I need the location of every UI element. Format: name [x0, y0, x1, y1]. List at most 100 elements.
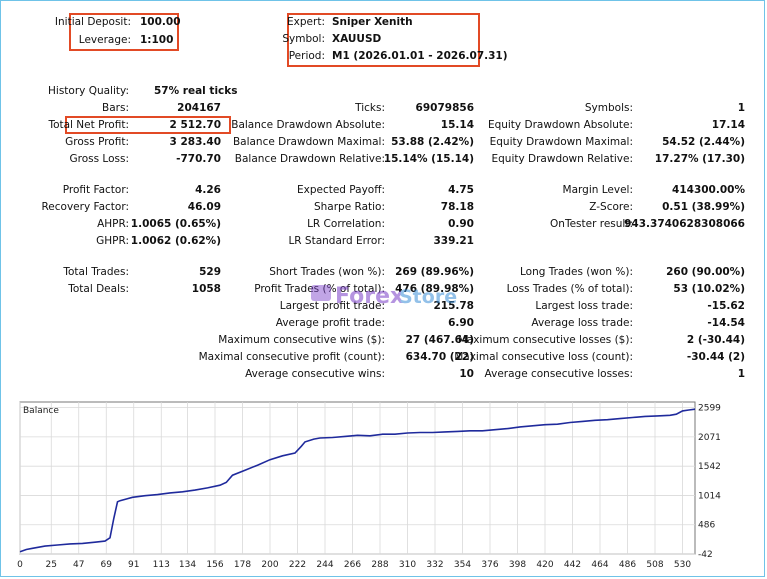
- gross-profit-value: 3 283.40: [169, 136, 221, 148]
- equity-dd-relative-label: Equity Drawdown Relative:: [491, 153, 633, 165]
- gross-loss-label: Gross Loss:: [69, 153, 130, 165]
- equity-dd-relative-value: 17.27% (17.30): [654, 153, 745, 165]
- period-label: Period:: [288, 50, 325, 62]
- x-tick-label: 91: [128, 560, 139, 570]
- x-tick-label: 178: [234, 560, 251, 570]
- average-profit-trade-label: Average profit trade:: [275, 317, 385, 329]
- x-tick-label: 134: [179, 560, 196, 570]
- max-consecutive-profit-value: 634.70 (22): [405, 351, 474, 363]
- x-tick-label: 222: [289, 560, 306, 570]
- x-tick-label: 486: [619, 560, 636, 570]
- avg-consecutive-wins-label: Average consecutive wins:: [245, 368, 385, 380]
- x-tick-label: 464: [591, 560, 608, 570]
- lr-std-error-value: 339.21: [433, 235, 474, 247]
- x-tick-label: 0: [17, 560, 23, 570]
- z-score-label: Z-Score:: [589, 201, 633, 213]
- avg-consecutive-wins-value: 10: [459, 368, 474, 380]
- x-tick-label: 442: [564, 560, 581, 570]
- equity-dd-maximal-label: Equity Drawdown Maximal:: [489, 136, 633, 148]
- balance-dd-maximal-label: Balance Drawdown Maximal:: [232, 136, 385, 148]
- equity-dd-absolute-value: 17.14: [711, 119, 745, 131]
- z-score-value: 0.51 (38.99%): [662, 201, 745, 213]
- equity-dd-absolute-label: Equity Drawdown Absolute:: [487, 119, 633, 131]
- total-deals-label: Total Deals:: [68, 283, 129, 295]
- initial-deposit-value: 100.00: [140, 16, 181, 28]
- gross-profit-label: Gross Profit:: [65, 136, 129, 148]
- profit-trades-value: 476 (89.98%): [395, 283, 474, 295]
- ghpr-value: 1.0062 (0.62%): [130, 235, 221, 247]
- deposit-highlight-box: [69, 13, 179, 51]
- x-tick-label: 310: [399, 560, 416, 570]
- chart-title: Balance: [23, 406, 59, 416]
- average-profit-trade-value: 6.90: [448, 317, 474, 329]
- largest-profit-trade-value: 215.78: [433, 300, 474, 312]
- x-tick-label: 156: [206, 560, 223, 570]
- expected-payoff-value: 4.75: [448, 184, 474, 196]
- gross-loss-value: -770.70: [176, 153, 221, 165]
- balance-dd-relative-label: Balance Drawdown Relative:: [234, 153, 385, 165]
- expert-label: Expert:: [287, 16, 325, 28]
- balance-dd-relative-value: 15.14% (15.14): [383, 153, 474, 165]
- x-tick-label: 25: [46, 560, 57, 570]
- largest-profit-trade-label: Largest profit trade:: [279, 300, 385, 312]
- bars-label: Bars:: [102, 102, 129, 114]
- x-tick-label: 47: [73, 560, 84, 570]
- x-tick-label: 244: [316, 560, 333, 570]
- sharpe-ratio-label: Sharpe Ratio:: [313, 201, 385, 213]
- ontester-result-label: OnTester result:: [550, 218, 633, 230]
- y-tick-label: 2599: [698, 404, 721, 414]
- long-trades-value: 260 (90.00%): [666, 266, 745, 278]
- y-tick-label: 1542: [698, 462, 721, 472]
- max-consecutive-wins-value: 27 (467.64): [405, 334, 474, 346]
- x-tick-label: 69: [101, 560, 113, 570]
- balance-line: [19, 408, 696, 553]
- x-tick-label: 420: [536, 560, 553, 570]
- balance-dd-maximal-value: 53.88 (2.42%): [391, 136, 474, 148]
- loss-trades-label: Loss Trades (% of total):: [506, 283, 633, 295]
- max-consecutive-losses-value: 2 (-30.44): [686, 334, 745, 346]
- lr-correlation-value: 0.90: [448, 218, 474, 230]
- net-profit-highlight-box: [65, 116, 231, 134]
- balance-dd-absolute-label: Balance Drawdown Absolute:: [231, 119, 385, 131]
- profit-factor-value: 4.26: [195, 184, 221, 196]
- leverage-value: 1:100: [140, 34, 174, 46]
- ghpr-label: GHPR:: [96, 235, 129, 247]
- long-trades-label: Long Trades (won %):: [519, 266, 633, 278]
- bars-value: 204167: [177, 102, 221, 114]
- equity-dd-maximal-value: 54.52 (2.44%): [662, 136, 745, 148]
- expert-highlight-box: [287, 13, 480, 67]
- forex-store-watermark: Forex Store: [307, 273, 457, 319]
- x-tick-label: 398: [509, 560, 526, 570]
- symbols-value: 1: [737, 102, 745, 114]
- y-tick-label: 1014: [698, 491, 721, 501]
- lr-std-error-label: LR Standard Error:: [288, 235, 385, 247]
- largest-loss-trade-label: Largest loss trade:: [535, 300, 633, 312]
- watermark-text-a: Forex: [335, 284, 404, 309]
- ticks-value: 69079856: [415, 102, 474, 114]
- max-consecutive-losses-label: Maximum consecutive losses ($):: [457, 334, 633, 346]
- max-consecutive-loss-label: Maximal consecutive loss (count):: [454, 351, 633, 363]
- total-trades-value: 529: [199, 266, 221, 278]
- avg-consecutive-losses-value: 1: [737, 368, 745, 380]
- total-net-profit-value: 2 512.70: [169, 119, 221, 131]
- recovery-factor-label: Recovery Factor:: [41, 201, 129, 213]
- max-consecutive-loss-value: -30.44 (2): [686, 351, 745, 363]
- x-tick-label: 113: [153, 560, 170, 570]
- balance-dd-absolute-value: 15.14: [440, 119, 474, 131]
- margin-level-value: 414300.00%: [672, 184, 745, 196]
- total-deals-value: 1058: [191, 283, 221, 295]
- margin-level-label: Margin Level:: [562, 184, 633, 196]
- max-consecutive-wins-label: Maximum consecutive wins ($):: [218, 334, 385, 346]
- max-consecutive-profit-label: Maximal consecutive profit (count):: [198, 351, 385, 363]
- expert-value: Sniper Xenith: [332, 16, 413, 28]
- loss-trades-value: 53 (10.02%): [673, 283, 745, 295]
- recovery-factor-value: 46.09: [187, 201, 221, 213]
- symbols-label: Symbols:: [584, 102, 633, 114]
- x-tick-label: 508: [646, 560, 663, 570]
- x-tick-label: 354: [454, 560, 471, 570]
- expected-payoff-label: Expected Payoff:: [296, 184, 385, 196]
- ontester-result-value: 943.3740628308066: [624, 218, 745, 230]
- y-tick-label: 486: [698, 521, 715, 531]
- average-loss-trade-value: -14.54: [707, 317, 745, 329]
